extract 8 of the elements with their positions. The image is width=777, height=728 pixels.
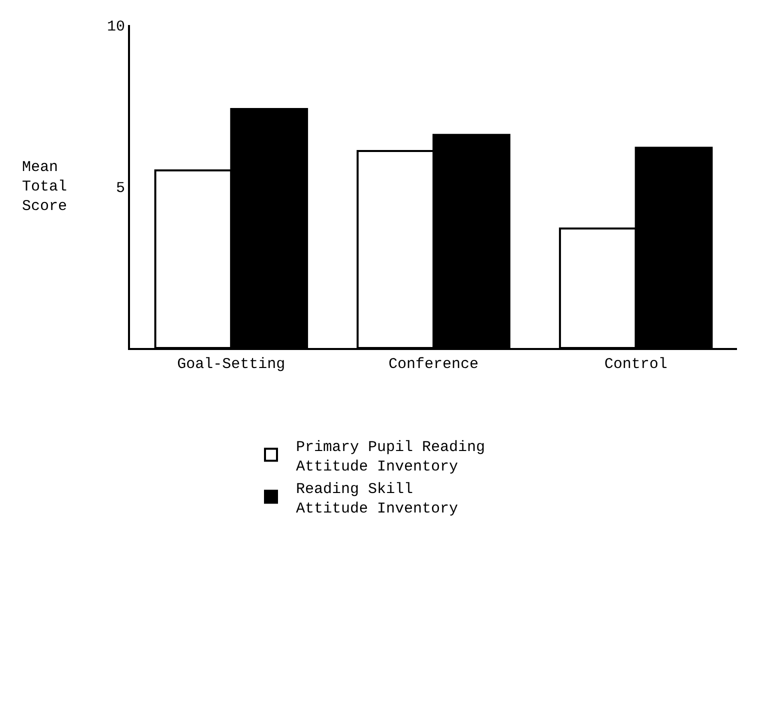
legend-label: Reading Skill Attitude Inventory	[296, 480, 458, 518]
x-tick-label: Conference	[388, 356, 479, 373]
y-tick-label: 5	[116, 180, 125, 197]
y-tick-label: 10	[106, 18, 125, 36]
x-tick-label: Goal-Setting	[177, 356, 286, 373]
y-axis-title: Mean Total Score	[22, 159, 68, 215]
legend-label: Primary Pupil Reading Attitude Inventory	[296, 438, 486, 476]
x-tick-label: Control	[604, 356, 668, 373]
